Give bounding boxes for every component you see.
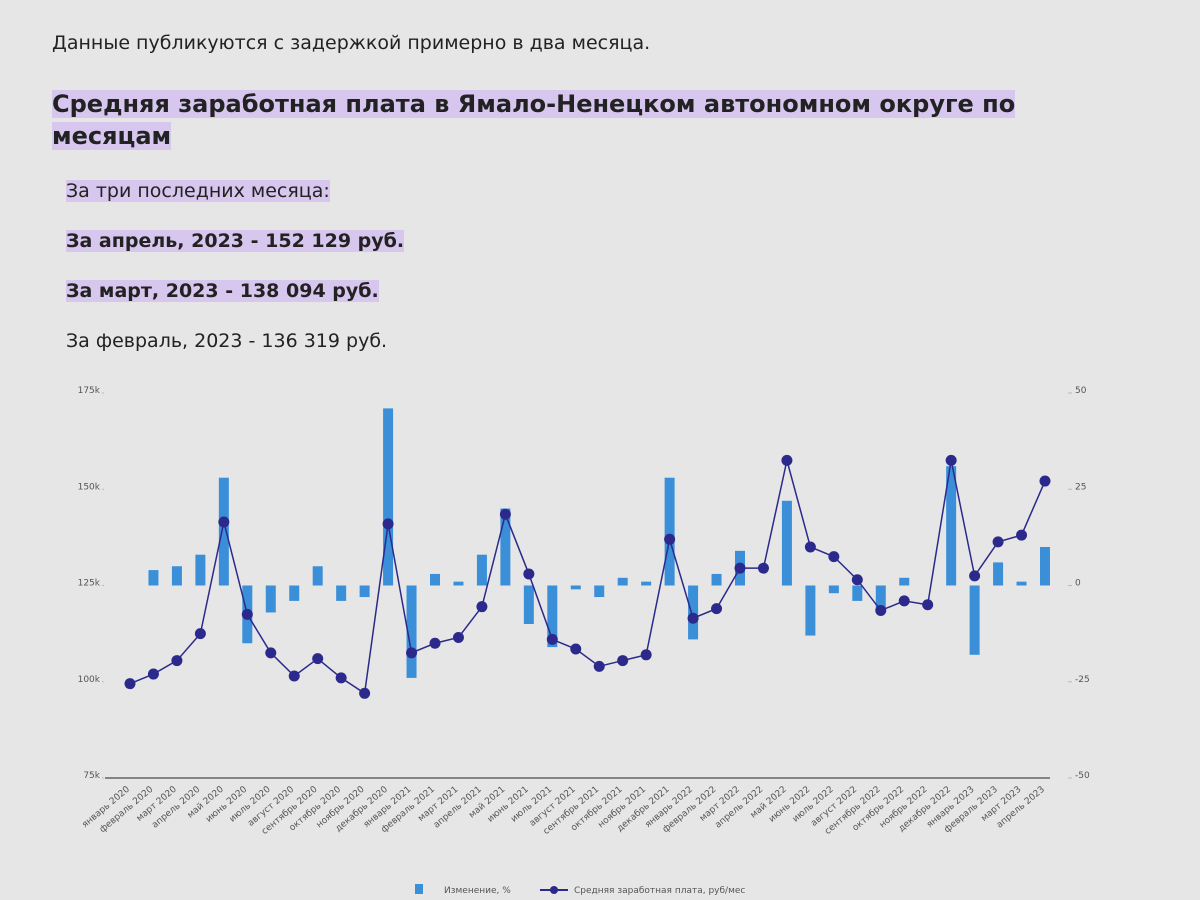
point xyxy=(711,603,723,615)
bar xyxy=(289,585,300,601)
point xyxy=(1039,475,1051,487)
line xyxy=(129,460,1046,695)
bar xyxy=(641,581,652,586)
summary-line: За февраль, 2023 - 136 319 руб. xyxy=(66,330,388,352)
point xyxy=(218,516,230,528)
bar xyxy=(899,577,910,586)
point xyxy=(452,631,464,643)
bar xyxy=(336,585,347,601)
bar xyxy=(523,585,534,624)
bar xyxy=(171,566,182,586)
point xyxy=(570,643,582,655)
bar xyxy=(148,570,159,586)
bar xyxy=(453,581,464,586)
point xyxy=(499,508,511,520)
y-tick-label: 150k xyxy=(78,482,101,492)
legend-label: Средняя заработная плата, руб/мес xyxy=(574,886,745,896)
point xyxy=(476,601,488,613)
bar xyxy=(664,477,675,586)
bar xyxy=(781,500,792,586)
point xyxy=(171,655,183,667)
point xyxy=(851,574,863,586)
summary-line: За март, 2023 - 138 094 руб. xyxy=(66,280,379,302)
bar xyxy=(195,554,206,586)
point xyxy=(523,568,535,580)
y2-tick-label: 0 xyxy=(1075,579,1081,589)
point xyxy=(617,655,629,667)
point xyxy=(804,541,816,553)
y-tick-label: 175k xyxy=(78,386,101,396)
y2-tick-label: -50 xyxy=(1075,771,1090,781)
bar xyxy=(946,466,957,586)
point xyxy=(312,653,324,665)
bar xyxy=(406,585,417,678)
point xyxy=(593,660,605,672)
bar xyxy=(218,477,229,586)
point xyxy=(194,628,206,640)
summary-intro: За три последних месяца: xyxy=(66,180,330,202)
bar xyxy=(312,566,323,586)
bar xyxy=(570,585,581,590)
bar xyxy=(476,554,487,586)
bar xyxy=(1016,581,1027,586)
point xyxy=(359,687,371,699)
point xyxy=(288,670,300,682)
bar xyxy=(617,577,628,586)
bar xyxy=(430,573,440,586)
point xyxy=(1016,529,1028,541)
bar xyxy=(993,562,1004,586)
point xyxy=(734,562,746,574)
bar xyxy=(1040,547,1050,586)
bar xyxy=(594,585,605,598)
bar xyxy=(688,585,699,640)
point xyxy=(406,647,418,659)
bar xyxy=(828,585,839,594)
point xyxy=(781,454,793,466)
note: Данные публикуются с задержкой примерно … xyxy=(52,32,651,54)
bar xyxy=(805,585,816,636)
bar xyxy=(383,408,394,586)
bar xyxy=(852,585,863,601)
point xyxy=(429,637,441,649)
point xyxy=(640,649,652,661)
point xyxy=(992,536,1004,548)
point xyxy=(382,518,394,530)
bar xyxy=(500,508,511,586)
point xyxy=(265,647,277,659)
point xyxy=(335,672,347,684)
point xyxy=(898,595,910,607)
y2-tick-label: -25 xyxy=(1075,675,1090,685)
bar xyxy=(711,573,722,586)
y-tick-label: 100k xyxy=(78,675,101,685)
bar xyxy=(359,585,370,598)
point xyxy=(969,570,981,582)
legend-swatch xyxy=(550,886,558,894)
point xyxy=(687,612,699,624)
y-tick-label: 125k xyxy=(78,579,101,589)
point xyxy=(945,454,957,466)
bar xyxy=(547,585,558,648)
bar xyxy=(875,585,886,609)
y2-tick-label: 50 xyxy=(1075,386,1087,396)
point xyxy=(757,562,769,574)
point xyxy=(828,551,840,563)
point xyxy=(124,678,136,690)
point xyxy=(875,605,887,617)
y-tick-label: 75k xyxy=(83,771,100,781)
point xyxy=(922,599,934,611)
bar xyxy=(265,585,276,613)
y2-tick-label: 25 xyxy=(1075,482,1086,492)
bar xyxy=(969,585,980,655)
point xyxy=(241,608,253,620)
legend-label: Изменение, % xyxy=(444,886,511,896)
point xyxy=(664,533,676,545)
legend-swatch xyxy=(415,884,423,894)
point xyxy=(546,633,558,645)
summary-line: За апрель, 2023 - 152 129 руб. xyxy=(66,230,405,252)
point xyxy=(147,668,159,680)
